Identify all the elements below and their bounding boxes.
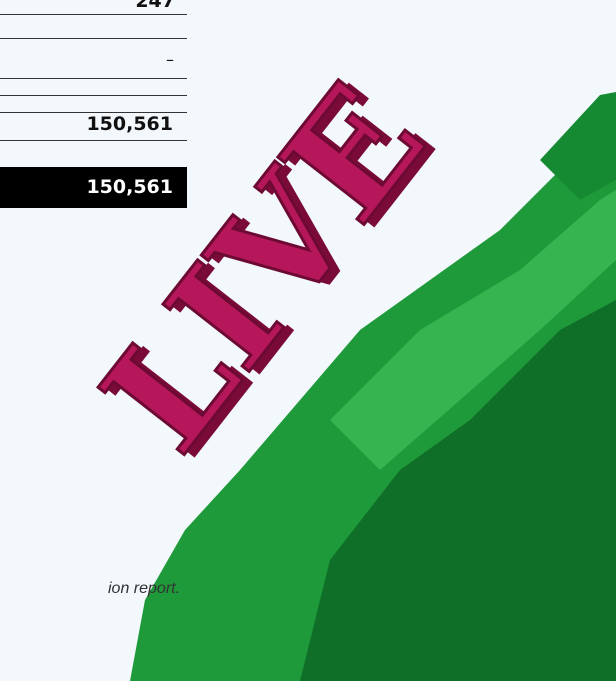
- total-value: 150,561: [86, 176, 173, 198]
- rule: [0, 14, 187, 15]
- cell: –: [166, 50, 174, 69]
- total-row: 150,561: [0, 167, 187, 208]
- rule: [0, 95, 187, 96]
- note: ion report.: [108, 580, 180, 598]
- cell: 247: [135, 0, 175, 12]
- live-graphic: LIVE LIVE: [0, 0, 616, 681]
- rule: [0, 78, 187, 79]
- rule: [0, 38, 187, 39]
- rule: [0, 140, 187, 141]
- cell: 150,561: [86, 113, 173, 135]
- page: LIVE LIVE 247 – 150,561 150,561 ion repo…: [0, 0, 616, 681]
